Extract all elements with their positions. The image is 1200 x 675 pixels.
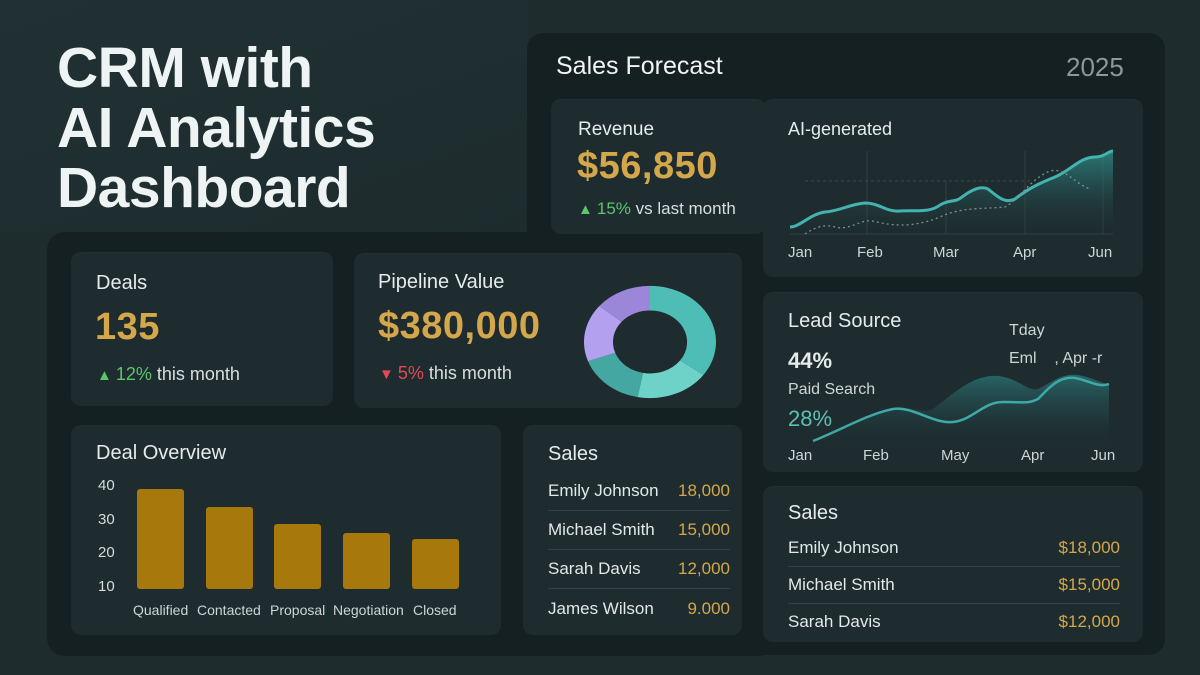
deals-delta-text: this month [156,364,240,384]
sales-forecast-title: Sales Forecast [556,52,723,80]
sales-row-value: 15,000 [678,520,730,539]
triangle-up-icon: ▲ [97,367,112,384]
sales-row[interactable]: Michael Smith $15,000 [788,575,1120,595]
pipeline-label: Pipeline Value [378,271,505,293]
bar-qualified[interactable] [137,489,184,589]
pipeline-value: $380,000 [378,305,541,347]
sales-row-value: $12,000 [1058,612,1120,631]
year-label: 2025 [1066,52,1124,82]
y-tick-30: 30 [98,511,115,528]
ai-forecast-line-chart [789,149,1114,235]
deals-delta: ▲ 12% this month [97,364,240,385]
revenue-label: Revenue [578,119,655,140]
lead-x-label-jan: Jan [788,447,813,464]
deals-value: 135 [95,306,160,348]
sales-row[interactable]: Sarah Davis 12,000 [548,559,730,579]
title-line-3: Dashboard [57,156,351,220]
sales-row-name: Sarah Davis [548,559,641,578]
sales-row-value: 9.000 [687,599,730,618]
lead-x-label-may: May [941,447,970,464]
sales-row[interactable]: Emily Johnson $18,000 [788,538,1120,558]
sales-row-name: Michael Smith [788,575,895,594]
ai-x-label-apr: Apr [1013,244,1037,261]
ai-x-label-jan: Jan [788,244,813,261]
deals-delta-value: 12% [115,364,152,384]
lead-source-primary-value: 44% [788,348,833,373]
pipeline-delta: ▼ 5% this month [379,363,512,384]
sales-row-name: Emily Johnson [548,481,659,500]
deals-card[interactable]: Deals 135 ▲ 12% this month [71,252,333,406]
title-line-1: CRM with [57,36,313,100]
title-block: CRM with AI Analytics Dashboard [0,0,528,232]
title-line-2: AI Analytics [57,96,376,160]
page-title: CRM with AI Analytics Dashboard [57,36,376,220]
lead-source-secondary-value: 28% [788,406,833,431]
ai-x-label-feb: Feb [857,244,883,261]
row-divider [788,566,1120,567]
lead-source-title: Lead Source [788,310,902,332]
triangle-down-icon: ▼ [379,366,394,383]
bar-closed[interactable] [412,539,459,589]
revenue-delta-value: 15% [596,199,631,218]
revenue-delta: ▲ 15% vs last month [578,199,736,219]
x-label-closed: Closed [413,602,457,618]
pipeline-donut-chart [584,285,717,399]
sales-row-name: James Wilson [548,599,654,618]
sales-right-title: Sales [788,502,839,524]
ai-chart-label: AI-generated [788,119,893,139]
sales-row-name: Emily Johnson [788,538,899,557]
sales-row-value: 12,000 [678,559,730,578]
sales-row[interactable]: James Wilson 9.000 [548,599,730,619]
lead-source-secondary-label: Paid Search [788,381,876,398]
bar-proposal[interactable] [274,524,321,589]
ai-x-label-mar: Mar [933,244,959,261]
ai-x-label-jun: Jun [1088,244,1113,261]
lead-x-label-jun: Jun [1091,447,1116,464]
deal-overview-card[interactable]: Deal Overview 40 30 20 10 Qualified Cont… [71,425,501,635]
row-divider [548,510,730,511]
lead-source-legend-line2: Eml , Apr -r [1009,350,1103,367]
row-divider [548,588,730,589]
sales-leaderboard-card[interactable]: Sales Emily Johnson 18,000 Michael Smith… [523,425,742,635]
ai-forecast-chart-card[interactable]: AI-generated Jan Feb Mar Apr Jun [763,99,1143,277]
pipeline-value-card[interactable]: Pipeline Value $380,000 ▼ 5% this month [354,253,742,408]
sales-summary-card[interactable]: Sales Emily Johnson $18,000 Michael Smit… [763,486,1143,642]
sales-row[interactable]: Michael Smith 15,000 [548,520,730,540]
sales-small-title: Sales [548,443,599,465]
sales-row-name: Michael Smith [548,520,655,539]
deals-label: Deals [96,272,148,294]
lead-x-label-feb: Feb [863,447,889,464]
bar-contacted[interactable] [206,507,253,589]
sales-row-value: $15,000 [1058,575,1120,594]
y-tick-10: 10 [98,578,115,595]
y-tick-40: 40 [98,477,115,494]
row-divider [788,603,1120,604]
triangle-up-icon: ▲ [578,201,593,218]
revenue-card[interactable]: Revenue $56,850 ▲ 15% vs last month [551,99,766,234]
sales-row[interactable]: Emily Johnson 18,000 [548,481,730,501]
y-tick-20: 20 [98,544,115,561]
revenue-delta-text: vs last month [635,199,736,218]
bar-negotiation[interactable] [343,533,390,589]
x-label-qualified: Qualified [133,602,189,618]
revenue-value: $56,850 [577,145,718,187]
sales-row-value: $18,000 [1058,538,1120,557]
sales-row-name: Sarah Davis [788,612,881,631]
lead-source-area-chart [812,374,1110,444]
sales-row-value: 18,000 [678,481,730,500]
row-divider [548,549,730,550]
lead-source-card[interactable]: Lead Source 44% Paid Search 28% Tday Eml… [763,292,1143,472]
pipeline-delta-text: this month [428,363,512,383]
x-label-negotiation: Negotiation [333,602,404,618]
pipeline-delta-value: 5% [397,363,424,383]
lead-source-legend-line1: Tday [1009,322,1045,339]
x-label-contacted: Contacted [197,602,261,618]
x-label-proposal: Proposal [270,602,326,618]
lead-x-label-apr: Apr [1021,447,1045,464]
deal-overview-title: Deal Overview [96,442,227,464]
sales-row[interactable]: Sarah Davis $12,000 [788,612,1120,632]
